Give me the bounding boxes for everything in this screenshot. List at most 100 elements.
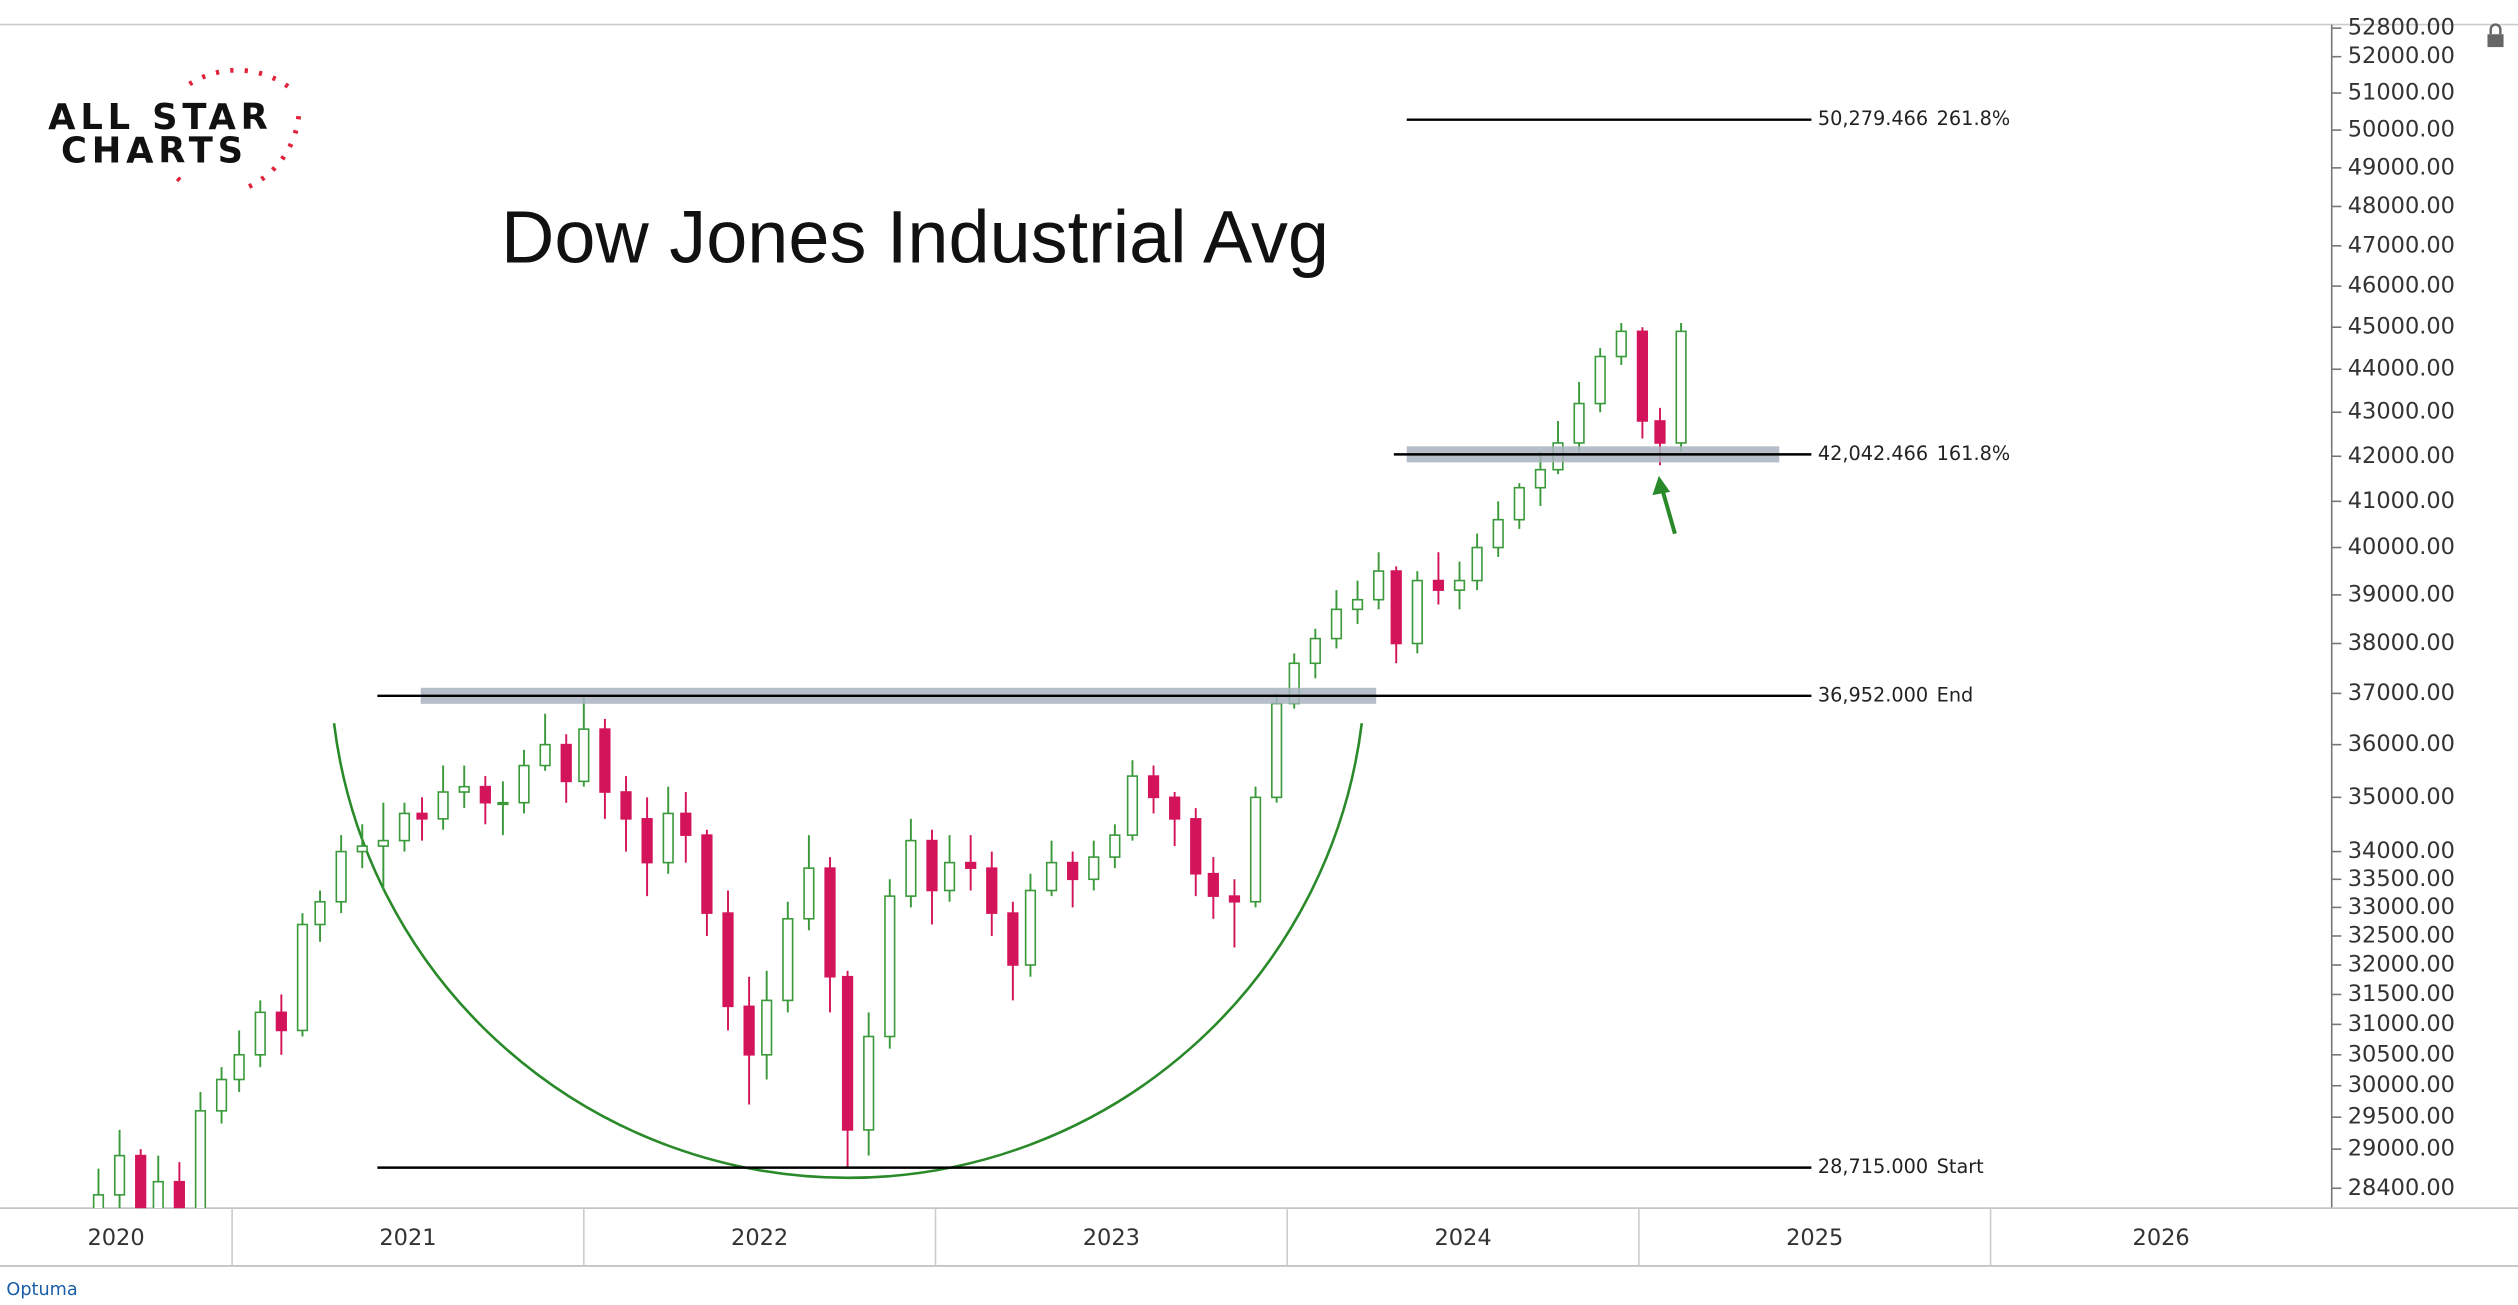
arrow-head: [1652, 475, 1671, 496]
candle-body: [1492, 518, 1504, 549]
y-tick-label: 49000.00: [2348, 154, 2455, 180]
candle-body: [1390, 570, 1402, 645]
x-tick-label: 2022: [731, 1225, 788, 1251]
candle-body: [722, 912, 734, 1008]
arrow-shaft: [1660, 488, 1677, 535]
candle-body: [92, 1194, 105, 1209]
candle-body: [1126, 775, 1139, 836]
candle-body: [1573, 402, 1585, 444]
candle-body: [1190, 818, 1202, 875]
candle-body: [1109, 834, 1121, 858]
candle-body: [539, 743, 551, 767]
candle-body: [884, 895, 896, 1038]
level-tag: End: [1937, 683, 1974, 706]
y-tick-label: 31500.00: [2348, 981, 2455, 1007]
candle-body: [560, 743, 572, 783]
candle-body: [314, 900, 326, 926]
candle-body: [578, 728, 590, 783]
y-tick-label: 33500.00: [2348, 866, 2455, 892]
y-tick-label: 37000.00: [2348, 680, 2455, 706]
candle-body: [743, 1005, 755, 1056]
candle-body: [275, 1011, 287, 1032]
candle-body: [1249, 796, 1262, 903]
y-tick-label: 29000.00: [2348, 1136, 2455, 1162]
level-label: 50,279.466: [1818, 107, 1928, 130]
candle-body: [497, 801, 509, 806]
candle-body: [1067, 861, 1079, 881]
candle-body: [416, 812, 428, 820]
x-tick-label: 2024: [1434, 1225, 1491, 1251]
y-tick-label: 32000.00: [2348, 951, 2455, 977]
candle-body: [1513, 486, 1525, 521]
candle-body: [296, 923, 309, 1032]
x-tick-label: 2020: [87, 1225, 144, 1251]
level-tag: 161.8%: [1937, 442, 2010, 465]
candle-body: [335, 850, 347, 903]
candle-body: [479, 785, 491, 804]
logo-text: CHARTS: [61, 131, 248, 172]
level-label: 28,715.000: [1818, 1155, 1928, 1178]
y-tick-label: 52800.00: [2348, 15, 2455, 41]
y-tick-label: 40000.00: [2348, 534, 2455, 560]
candle-body: [680, 812, 692, 836]
candle-body: [620, 791, 632, 820]
y-tick-label: 47000.00: [2348, 232, 2455, 258]
candle-body: [1432, 579, 1445, 591]
candle-body: [986, 867, 998, 914]
candle-body: [1088, 856, 1100, 881]
y-tick-label: 36000.00: [2348, 731, 2455, 757]
y-tick-label: 28400.00: [2348, 1175, 2455, 1201]
candle-body: [943, 861, 956, 892]
y-tick-label: 38000.00: [2348, 630, 2455, 656]
candle-body: [641, 818, 653, 864]
candle-body: [215, 1078, 228, 1112]
candle-body: [518, 764, 530, 804]
candle-body: [1169, 796, 1181, 820]
candle-body: [113, 1154, 126, 1196]
y-tick-label: 32500.00: [2348, 922, 2455, 948]
logo-text: ALL STAR: [48, 97, 272, 138]
candle-body: [1453, 579, 1466, 591]
candle-body: [1636, 330, 1649, 422]
candle-body: [135, 1154, 147, 1209]
y-tick-label: 51000.00: [2348, 80, 2455, 106]
candle-body: [254, 1011, 266, 1056]
candle-body: [662, 812, 674, 864]
candle-body: [398, 812, 411, 842]
candle-body: [863, 1035, 875, 1131]
cup-arc: [332, 722, 1364, 1180]
candle-body: [782, 917, 794, 1002]
candle-body: [803, 867, 815, 920]
candle-body: [1471, 546, 1483, 582]
y-tick-label: 34000.00: [2348, 838, 2455, 864]
candle-body: [1351, 598, 1364, 611]
candle-body: [965, 861, 977, 869]
candle-body: [1594, 355, 1606, 405]
y-tick-label: 39000.00: [2348, 581, 2455, 607]
candle-body: [1271, 702, 1283, 799]
x-tick-label: 2026: [2133, 1225, 2190, 1251]
y-tick-label: 35000.00: [2348, 784, 2455, 810]
level-tag: Start: [1937, 1155, 1985, 1178]
lock-icon: [2487, 23, 2504, 48]
candle-body: [905, 839, 917, 897]
y-tick-label: 48000.00: [2348, 193, 2455, 219]
y-tick-label: 52000.00: [2348, 43, 2455, 69]
candle-body: [1330, 608, 1343, 640]
footer-brand: Optuma: [6, 1280, 77, 1300]
candle-body: [701, 834, 713, 914]
y-tick-label: 42000.00: [2348, 443, 2455, 469]
level-tag: 261.8%: [1937, 107, 2010, 130]
candle-body: [1654, 420, 1666, 444]
candle-body: [1411, 579, 1423, 645]
candle-body: [1228, 895, 1241, 903]
candle-body: [1373, 570, 1385, 601]
candle-body: [173, 1180, 185, 1209]
y-tick-label: 41000.00: [2348, 488, 2455, 514]
y-tick-label: 45000.00: [2348, 314, 2455, 340]
x-tick-label: 2021: [379, 1225, 436, 1251]
x-tick-label: 2025: [1786, 1225, 1843, 1251]
candle-body: [1007, 912, 1019, 966]
